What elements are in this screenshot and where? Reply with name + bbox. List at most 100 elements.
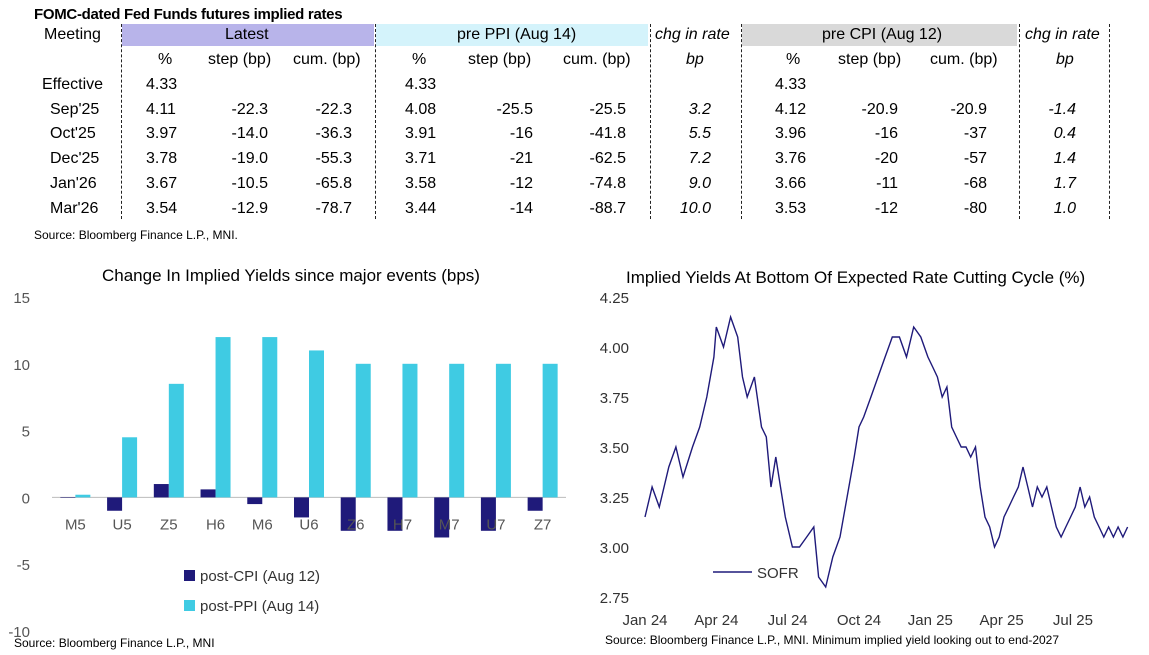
- cell-latest-cum: -55.3: [315, 150, 352, 168]
- bar-post-ppi: [355, 363, 371, 498]
- bar-post-ppi: [495, 363, 511, 498]
- bar-post-cpi: [60, 497, 76, 498]
- bar-post-ppi: [542, 363, 558, 498]
- cell-latest-step: -12.9: [231, 199, 268, 217]
- y-tick-label: 15: [13, 290, 30, 307]
- cell-latest-pct: 3.97: [146, 125, 178, 143]
- pre-ppi-header-band: [376, 24, 648, 46]
- legend-swatch: [184, 600, 195, 611]
- bar-post-cpi: [153, 484, 169, 498]
- subheader-step-ppi: step (bp): [468, 51, 532, 68]
- separator: [375, 24, 376, 219]
- x-tick-label: M5: [65, 516, 86, 533]
- subheader-bp-cpi: bp: [1056, 51, 1074, 68]
- cell-cpi-step: -11: [876, 174, 898, 192]
- separator: [1109, 24, 1110, 219]
- cell-chg-ppi: 9.0: [688, 174, 711, 192]
- fomc-table: FOMC-dated Fed Funds futures implied rat…: [0, 0, 1149, 250]
- y-tick-label: -10: [8, 624, 30, 640]
- subheader-pct-latest: %: [158, 51, 173, 68]
- cell-ppi-cum: -74.8: [589, 174, 626, 192]
- cell-latest-cum: -22.3: [315, 100, 352, 118]
- cell-chg-ppi: 3.2: [688, 100, 711, 118]
- bar-post-cpi: [294, 497, 309, 518]
- group-header-latest: Latest: [225, 26, 269, 43]
- bar-post-ppi: [449, 363, 465, 498]
- cell-latest-step: -10.5: [231, 174, 268, 192]
- x-tick-label: Jul 24: [768, 612, 808, 629]
- cell-cpi-pct: 4.33: [775, 76, 807, 93]
- cell-latest-pct: 3.67: [146, 174, 178, 192]
- row-meeting: Mar'26: [50, 199, 99, 217]
- cell-cpi-step: -20: [874, 150, 898, 168]
- legend-label: post-CPI (Aug 12): [200, 568, 320, 585]
- y-tick-label: 0: [22, 490, 30, 507]
- x-tick-label: U7: [486, 516, 505, 533]
- y-tick-label: 3.75: [600, 390, 629, 407]
- bar-post-cpi: [247, 497, 263, 505]
- bar-post-cpi: [387, 497, 403, 531]
- bar-post-ppi: [402, 363, 418, 498]
- x-tick-label: Z7: [534, 516, 552, 533]
- cell-cpi-step: -20.9: [861, 100, 898, 118]
- row-meeting: Jan'26: [50, 174, 97, 192]
- separator: [741, 24, 742, 219]
- x-tick-label: M7: [439, 516, 460, 533]
- x-tick-label: M6: [252, 516, 273, 533]
- bar-chart-source: Source: Bloomberg Finance L.P., MNI: [14, 636, 215, 650]
- cell-chg-cpi: 1.4: [1053, 150, 1076, 168]
- y-tick-label: 10: [13, 357, 30, 374]
- x-tick-label: Jul 25: [1053, 612, 1093, 629]
- bar-post-ppi: [262, 337, 278, 498]
- cell-cpi-pct: 4.12: [775, 100, 807, 118]
- subheader-cum-ppi: cum. (bp): [563, 51, 631, 68]
- line-chart-source: Source: Bloomberg Finance L.P., MNI. Min…: [605, 633, 1060, 647]
- bar-post-ppi: [122, 437, 138, 498]
- cell-ppi-pct: 4.08: [405, 100, 437, 118]
- chg-header-cpi: chg in rate: [1025, 26, 1100, 43]
- subheader-step-cpi: step (bp): [838, 51, 902, 68]
- y-tick-label: 3.50: [600, 440, 629, 457]
- x-tick-label: Apr 25: [980, 612, 1024, 629]
- line-chart: 4.25 4.00 3.75 3.50 3.25 3.00 2.75 Jan 24 Apr 24…: [600, 290, 1129, 629]
- cell-latest-step: -14.0: [231, 125, 268, 143]
- group-header-pre-ppi: pre PPI (Aug 14): [457, 26, 577, 43]
- subheader-cum-latest: cum. (bp): [293, 51, 361, 68]
- row-meeting: Dec'25: [50, 150, 100, 168]
- cell-ppi-cum: -25.5: [589, 100, 626, 118]
- cell-latest-cum: -36.3: [315, 125, 352, 143]
- bar-post-ppi: [309, 350, 324, 498]
- legend-label: SOFR: [757, 565, 799, 582]
- cell-cpi-pct: 3.96: [775, 125, 807, 143]
- cell-ppi-cum: -62.5: [589, 150, 626, 168]
- cell-chg-ppi: 5.5: [688, 125, 711, 143]
- subheader-step-latest: step (bp): [208, 51, 272, 68]
- cell-chg-ppi: 7.2: [688, 150, 711, 168]
- cell-cpi-cum: -20.9: [950, 100, 987, 118]
- cell-latest-step: -19.0: [231, 150, 268, 168]
- cell-cpi-pct: 3.76: [775, 150, 807, 168]
- line-chart-title: Implied Yields At Bottom Of Expected Rat…: [626, 268, 1086, 287]
- bar-post-ppi: [168, 383, 184, 498]
- cell-chg-cpi: -1.4: [1048, 100, 1076, 118]
- row-meeting: Effective: [42, 76, 104, 93]
- cell-ppi-pct: 3.91: [405, 125, 437, 143]
- x-tick-label: Apr 24: [694, 612, 738, 629]
- x-tick-label: H7: [393, 516, 412, 533]
- x-tick-label: U6: [299, 516, 318, 533]
- cell-ppi-pct: 3.71: [405, 150, 437, 168]
- meeting-header: Meeting: [44, 26, 101, 43]
- x-tick-label: U5: [112, 516, 131, 533]
- subheader-pct-cpi: %: [786, 51, 801, 68]
- cell-chg-ppi: 10.0: [679, 199, 711, 217]
- table-source: Source: Bloomberg Finance L.P., MNI.: [34, 228, 238, 242]
- table-title: FOMC-dated Fed Funds futures implied rat…: [34, 6, 343, 23]
- legend-label: post-PPI (Aug 14): [200, 598, 319, 615]
- cell-cpi-cum: -68: [963, 174, 987, 192]
- bar-post-cpi: [480, 497, 496, 531]
- cell-ppi-pct: 3.44: [405, 199, 437, 217]
- y-tick-label: 3.00: [600, 540, 629, 557]
- subheader-bp-ppi: bp: [686, 51, 704, 68]
- pre-cpi-header-band: [742, 24, 1017, 46]
- cell-cpi-pct: 3.53: [775, 199, 807, 217]
